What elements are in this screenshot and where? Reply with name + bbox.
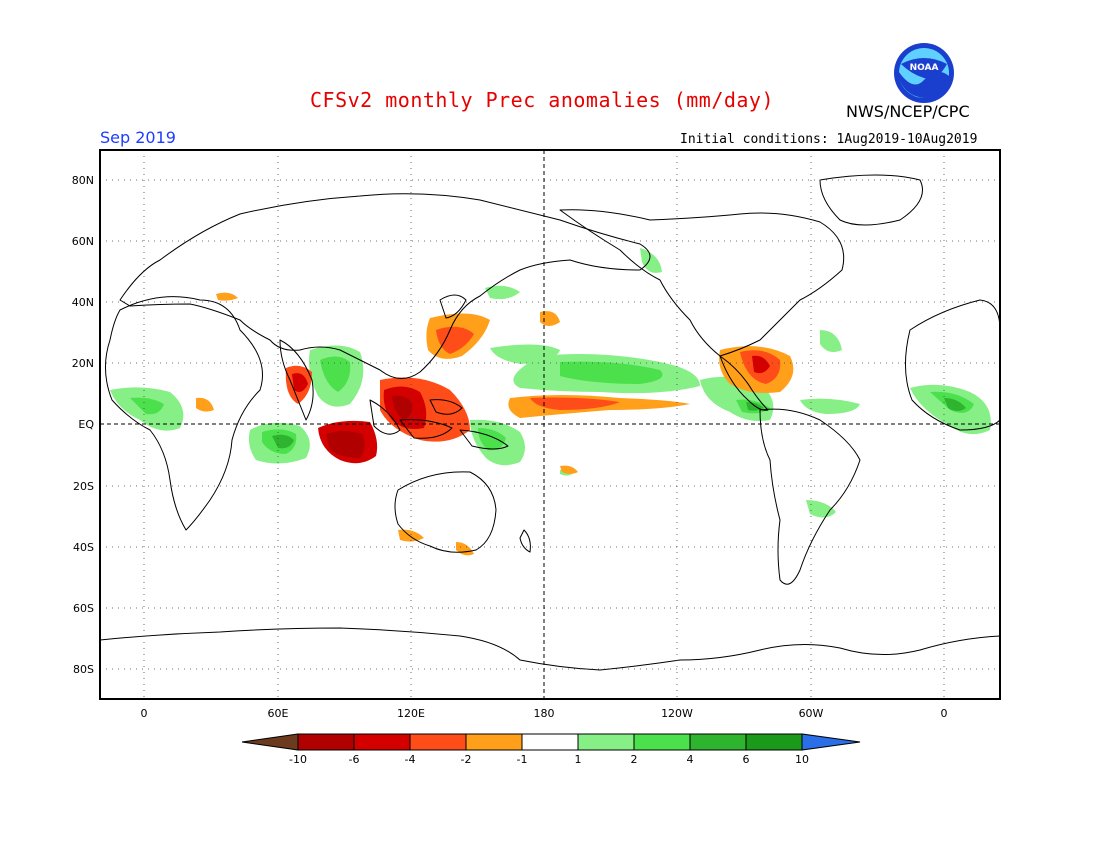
lat-label: 60S [73,602,94,615]
colorbar-swatch [409,733,467,751]
lon-label: 60E [268,707,289,720]
colorbar-label: -2 [461,753,472,766]
logo-text: NOAA [910,63,939,73]
forecast-month: Sep 2019 [100,128,176,147]
colorbar-label: 10 [795,753,809,766]
lon-label: 180 [534,707,555,720]
colorbar-label: 6 [743,753,750,766]
colorbar-label: -1 [517,753,528,766]
colorbar-label: -6 [349,753,360,766]
colorbar-swatch [633,733,691,751]
lat-label: 40N [72,296,94,309]
lon-label: 0 [941,707,948,720]
lat-label: 20S [73,480,94,493]
colorbar-swatch [465,733,523,751]
colorbar-label: 4 [687,753,694,766]
colorbar-swatch [745,733,803,751]
noaa-logo: NOAA [894,43,954,103]
lon-label: 120W [661,707,693,720]
colorbar-swatch [577,733,635,751]
colorbar-arrow-high [801,733,861,751]
coastlines [100,174,1000,699]
lat-label: EQ [78,418,94,431]
lat-label: 80N [72,174,94,187]
lat-labels: 80N 60N 40N 20N EQ 20S 40S 60S 80S [72,174,95,676]
lat-label: 60N [72,235,94,248]
anomaly-shading [110,248,991,556]
map-title: CFSv2 monthly Prec anomalies (mm/day) [310,88,775,112]
lon-label: 0 [141,707,148,720]
colorbar-label: 1 [575,753,582,766]
equator-dateline [100,150,1000,699]
lon-label: 60W [799,707,824,720]
lon-label: 120E [397,707,425,720]
lat-label: 80S [73,663,94,676]
colorbar-label: 2 [631,753,638,766]
lat-label: 40S [73,541,94,554]
colorbar-label: -10 [289,753,307,766]
colorbar-swatch [521,733,579,751]
colorbar-label: -4 [405,753,416,766]
agency-label: NWS/NCEP/CPC [846,102,970,121]
lon-labels: 0 60E 120E 180 120W 60W 0 [141,707,948,720]
lat-label: 20N [72,357,94,370]
colorbar-swatch [353,733,411,751]
graticule [100,150,1000,699]
colorbar: -10 -6 -4 -2 -1 1 2 4 6 10 [241,733,861,766]
initial-conditions: Initial conditions: 1Aug2019-10Aug2019 [680,132,978,147]
colorbar-swatch [297,733,355,751]
map-frame [99,149,1001,700]
map-content [100,150,1000,699]
colorbar-arrow-low [241,733,299,751]
colorbar-swatch [689,733,747,751]
